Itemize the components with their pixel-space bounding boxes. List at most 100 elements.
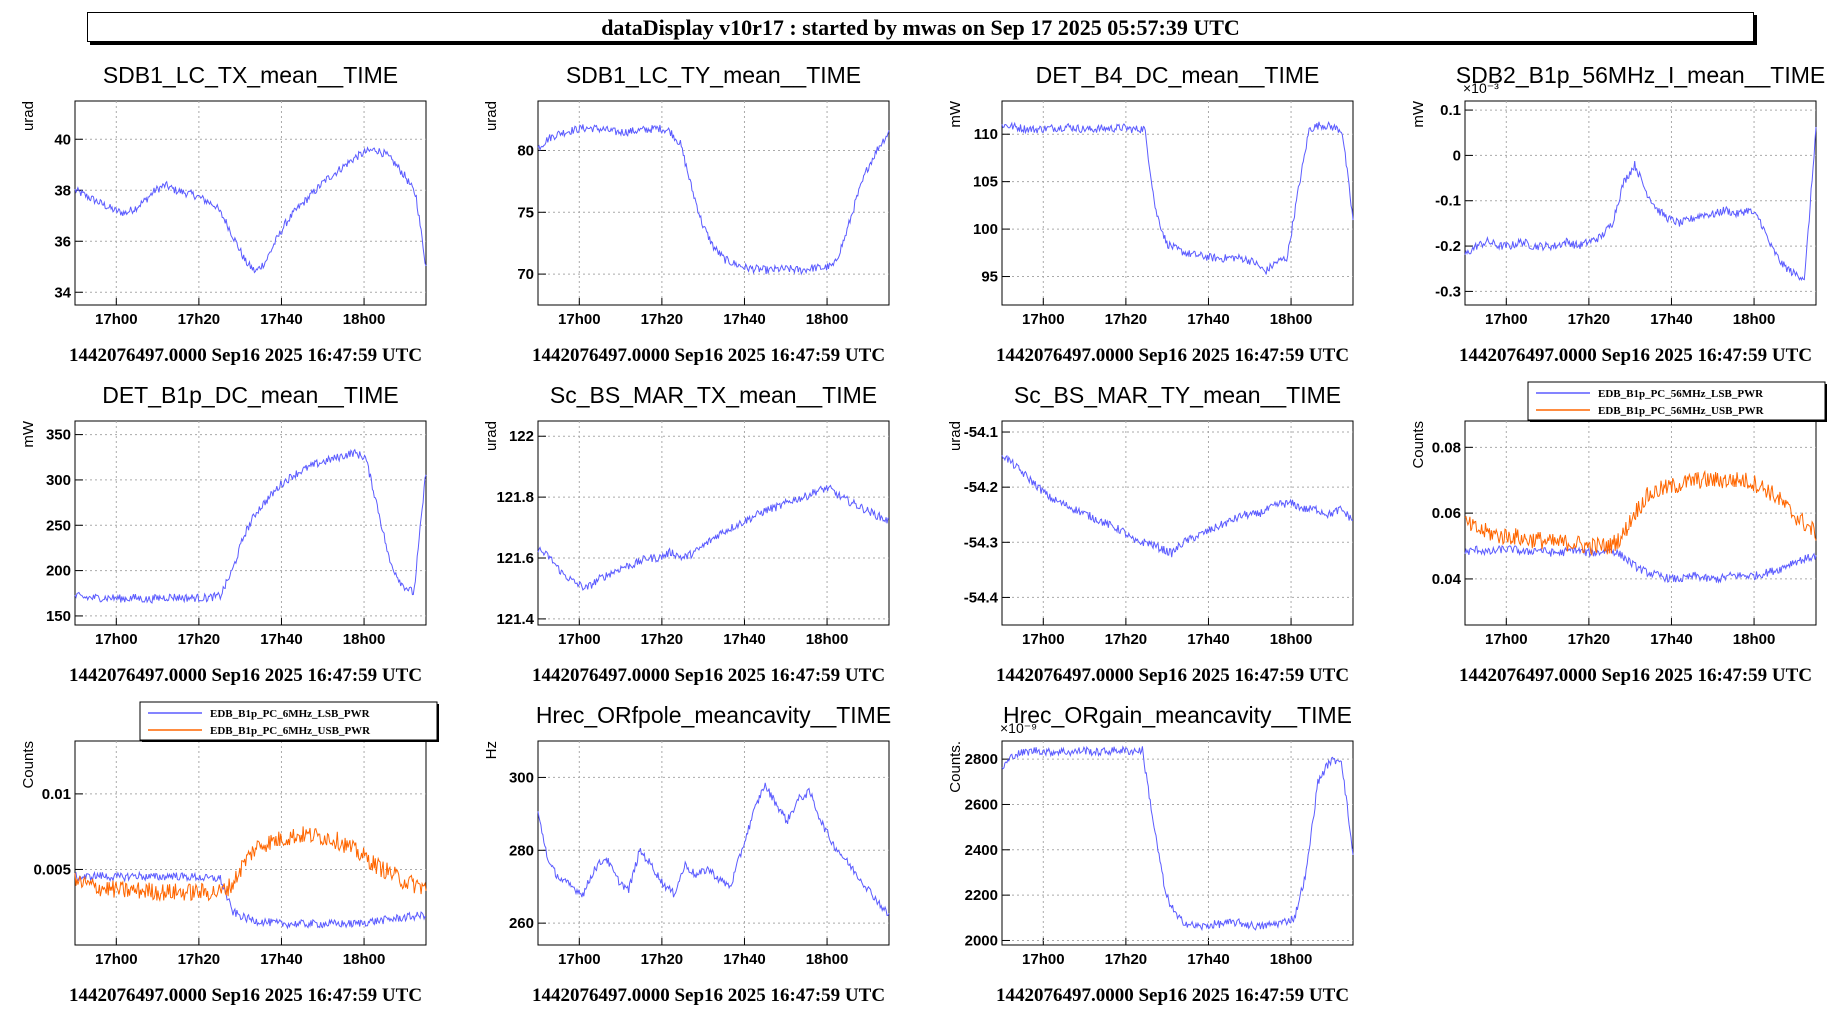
x-tick-label: 17h40	[1187, 951, 1230, 968]
series-line	[537, 782, 890, 917]
chart-footer: 1442076497.0000 Sep16 2025 16:47:59 UTC	[1459, 665, 1812, 686]
x-tick-label: 18h00	[1270, 311, 1313, 328]
series-line	[74, 146, 427, 274]
x-tick-label: 17h40	[723, 311, 766, 328]
y-tick-label: 250	[46, 517, 71, 534]
x-tick-label: 17h20	[178, 951, 221, 968]
y-tick-label: -54.1	[964, 424, 998, 441]
y-tick-label: 350	[46, 427, 71, 444]
series-line	[537, 484, 890, 591]
legend-box	[1527, 381, 1826, 421]
y-axis-label: Counts	[20, 741, 37, 789]
legend-entry: EDB_B1p_PC_56MHz_USB_PWR	[1598, 405, 1765, 417]
y-tick-label: 122	[509, 428, 534, 445]
chart-3: 17h00 17h20 17h40 18h00 95 100 105 110 DET_B4_DC…	[947, 62, 1354, 366]
chart-title: Hrec_ORfpole_meancavity__TIME	[536, 702, 891, 728]
x-tick-label: 17h40	[1650, 631, 1693, 648]
series-line	[74, 826, 427, 902]
series-line	[1001, 745, 1354, 932]
y-tick-label: 0.01	[42, 786, 71, 803]
chart-10: 17h00 17h20 17h40 18h00 260 280 300 Hrec_ORfpol…	[483, 702, 891, 1006]
y-tick-label: 200	[46, 563, 71, 580]
y-tick-label: -0.1	[1435, 193, 1461, 210]
plot-frame	[537, 100, 890, 306]
y-axis-label: Counts.	[947, 741, 964, 793]
y-tick-label: -0.2	[1435, 238, 1461, 255]
x-tick-label: 17h40	[1650, 311, 1693, 328]
x-tick-label: 17h20	[1105, 951, 1148, 968]
chart-title: DET_B1p_DC_mean__TIME	[102, 382, 399, 408]
y-axis-label: mW	[20, 420, 37, 447]
chart-footer: 1442076497.0000 Sep16 2025 16:47:59 UTC	[996, 665, 1349, 686]
x-tick-label: 18h00	[806, 631, 849, 648]
y-tick-label: 2400	[965, 842, 998, 859]
y-tick-label: -54.4	[964, 589, 999, 606]
y-tick-label: 70	[517, 266, 534, 283]
y-tick-label: 300	[509, 769, 534, 786]
chart-title: Sc_BS_MAR_TX_mean__TIME	[550, 382, 877, 408]
x-tick-label: 18h00	[343, 631, 386, 648]
plot-frame	[1001, 100, 1354, 306]
x-tick-label: 17h40	[1187, 311, 1230, 328]
x-tick-label: 18h00	[1270, 631, 1313, 648]
plot-frame	[537, 420, 890, 626]
x-tick-label: 17h20	[641, 951, 684, 968]
x-tick-label: 17h40	[260, 951, 303, 968]
x-tick-label: 18h00	[343, 951, 386, 968]
legend-entry: EDB_B1p_PC_6MHz_USB_PWR	[210, 725, 371, 737]
x-tick-label: 17h00	[558, 311, 601, 328]
y-axis-label: Counts	[1410, 421, 1427, 469]
y-axis-label: urad	[20, 101, 37, 131]
chart-title: Hrec_ORgain_meancavity__TIME	[1003, 702, 1352, 728]
chart-title: SDB1_LC_TX_mean__TIME	[103, 62, 398, 88]
x-tick-label: 17h20	[1568, 631, 1611, 648]
legend: EDB_B1p_PC_6MHz_LSB_PWR EDB_B1p_PC_6MHz_U…	[139, 701, 438, 741]
x-tick-label: 17h20	[178, 311, 221, 328]
series-line	[1464, 469, 1817, 557]
chart-footer: 1442076497.0000 Sep16 2025 16:47:59 UTC	[69, 985, 422, 1006]
series-line	[1001, 121, 1354, 275]
y-tick-label: 0.005	[33, 861, 71, 878]
y-tick-label: -54.2	[964, 479, 998, 496]
y-multiplier: ×10⁻³	[1463, 80, 1499, 96]
y-tick-label: 121.4	[496, 611, 534, 628]
x-tick-label: 17h00	[1022, 951, 1065, 968]
y-tick-label: 0.06	[1432, 505, 1461, 522]
x-tick-label: 17h00	[1485, 631, 1528, 648]
y-tick-label: 0.08	[1432, 439, 1461, 456]
x-tick-label: 17h00	[95, 951, 138, 968]
y-tick-label: 300	[46, 472, 71, 489]
y-axis-label: mW	[1410, 100, 1427, 127]
legend: EDB_B1p_PC_56MHz_LSB_PWR EDB_B1p_PC_56MHz…	[1527, 381, 1826, 421]
chart-title: DET_B4_DC_mean__TIME	[1036, 62, 1320, 88]
y-tick-label: 38	[54, 182, 71, 199]
y-tick-label: 80	[517, 142, 534, 159]
y-tick-label: -54.3	[964, 534, 998, 551]
y-tick-label: 75	[517, 204, 534, 221]
x-tick-label: 17h00	[95, 631, 138, 648]
x-tick-label: 18h00	[343, 311, 386, 328]
series-line	[1464, 544, 1817, 584]
chart-footer: 1442076497.0000 Sep16 2025 16:47:59 UTC	[996, 345, 1349, 366]
plot-frame	[1001, 740, 1354, 946]
y-tick-label: 280	[509, 842, 534, 859]
chart-4: 17h00 17h20 17h40 18h00 -0.3 -0.2 -0.1 0 0.1 SDB2…	[1410, 62, 1825, 366]
y-tick-label: -0.3	[1435, 283, 1461, 300]
x-tick-label: 18h00	[806, 311, 849, 328]
chart-9: 17h00 17h20 17h40 18h00 0.005 0.01 Counts EDB_B…	[20, 701, 439, 1006]
x-tick-label: 17h40	[1187, 631, 1230, 648]
legend-box	[139, 701, 438, 741]
series-line	[537, 124, 890, 276]
y-tick-label: 2000	[965, 932, 998, 949]
x-tick-label: 17h40	[723, 631, 766, 648]
y-tick-label: 100	[973, 221, 998, 238]
plot-frame	[537, 740, 890, 946]
x-tick-label: 17h20	[1105, 631, 1148, 648]
series-line	[74, 870, 427, 930]
y-tick-label: 0.04	[1432, 571, 1462, 588]
y-tick-label: 260	[509, 915, 534, 932]
y-tick-label: 2800	[965, 751, 998, 768]
y-tick-label: 40	[54, 131, 71, 148]
plot-frame	[1001, 420, 1354, 626]
chart-1: 17h00 17h20 17h40 18h00 34 36 38 40 SDB1_LC_TX_m…	[20, 62, 427, 366]
